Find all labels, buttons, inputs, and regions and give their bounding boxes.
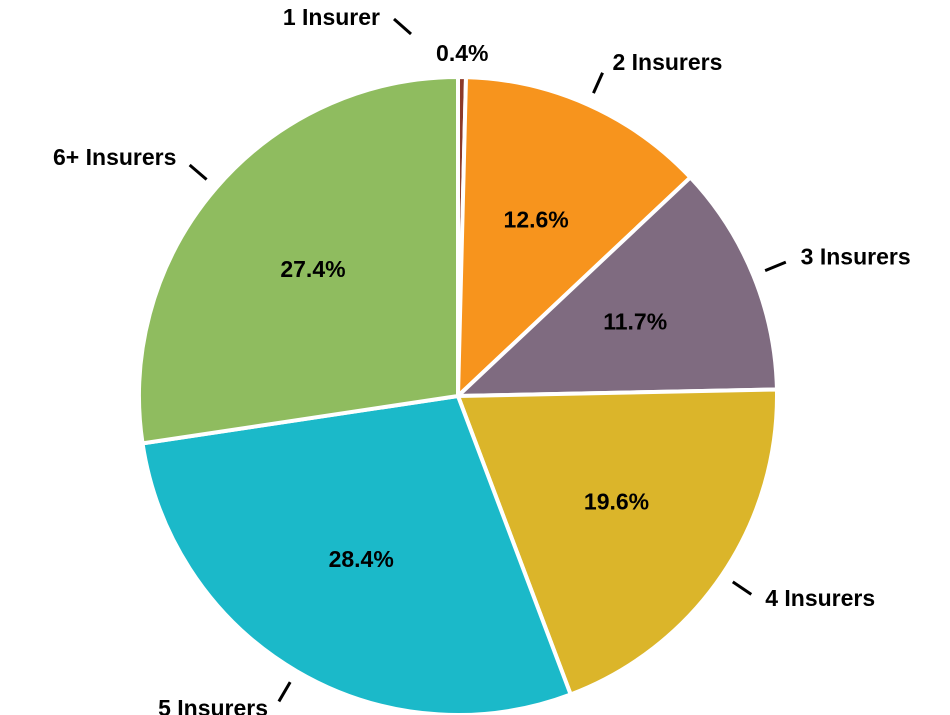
data-label: 12.6% (504, 206, 569, 232)
pie-slice (456, 175, 779, 398)
category-label: 6+ Insurers (53, 144, 176, 170)
data-label: 11.7% (603, 309, 667, 335)
leader-line (592, 72, 604, 94)
leader-line (764, 260, 787, 272)
category-label: 3 Insurers (801, 244, 911, 270)
category-label: 5 Insurers (158, 695, 268, 715)
leader-line (731, 580, 753, 596)
leader-line (188, 163, 208, 181)
data-label: 28.4% (329, 546, 394, 572)
leader-line (393, 17, 412, 36)
category-label: 2 Insurers (612, 49, 722, 75)
data-label: 27.4% (280, 256, 345, 282)
pie-slice (456, 387, 779, 697)
pie-slice (140, 394, 573, 715)
data-label: 0.4% (436, 40, 488, 66)
pie-slice (137, 75, 460, 446)
category-label: 4 Insurers (765, 585, 875, 611)
leader-line (277, 681, 292, 703)
data-label: 19.6% (584, 488, 649, 514)
pie-slice (456, 75, 693, 398)
category-label: 1 Insurer (283, 4, 380, 30)
